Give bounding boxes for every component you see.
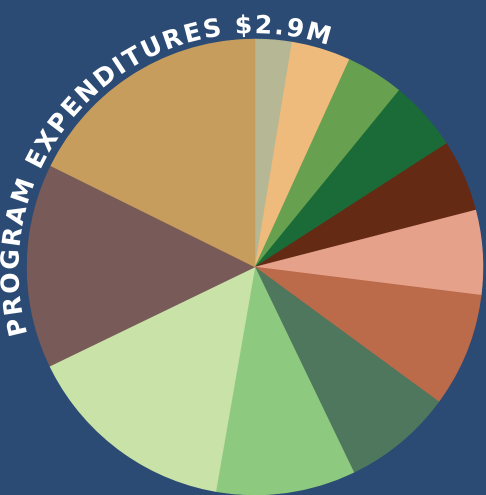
pie-slice (215, 266, 355, 495)
pie-slice (49, 266, 256, 492)
pie-slice (254, 266, 482, 403)
pie-slice (26, 165, 256, 367)
pie-slice (50, 38, 256, 268)
pie (26, 38, 484, 495)
pie-slice (254, 266, 440, 473)
